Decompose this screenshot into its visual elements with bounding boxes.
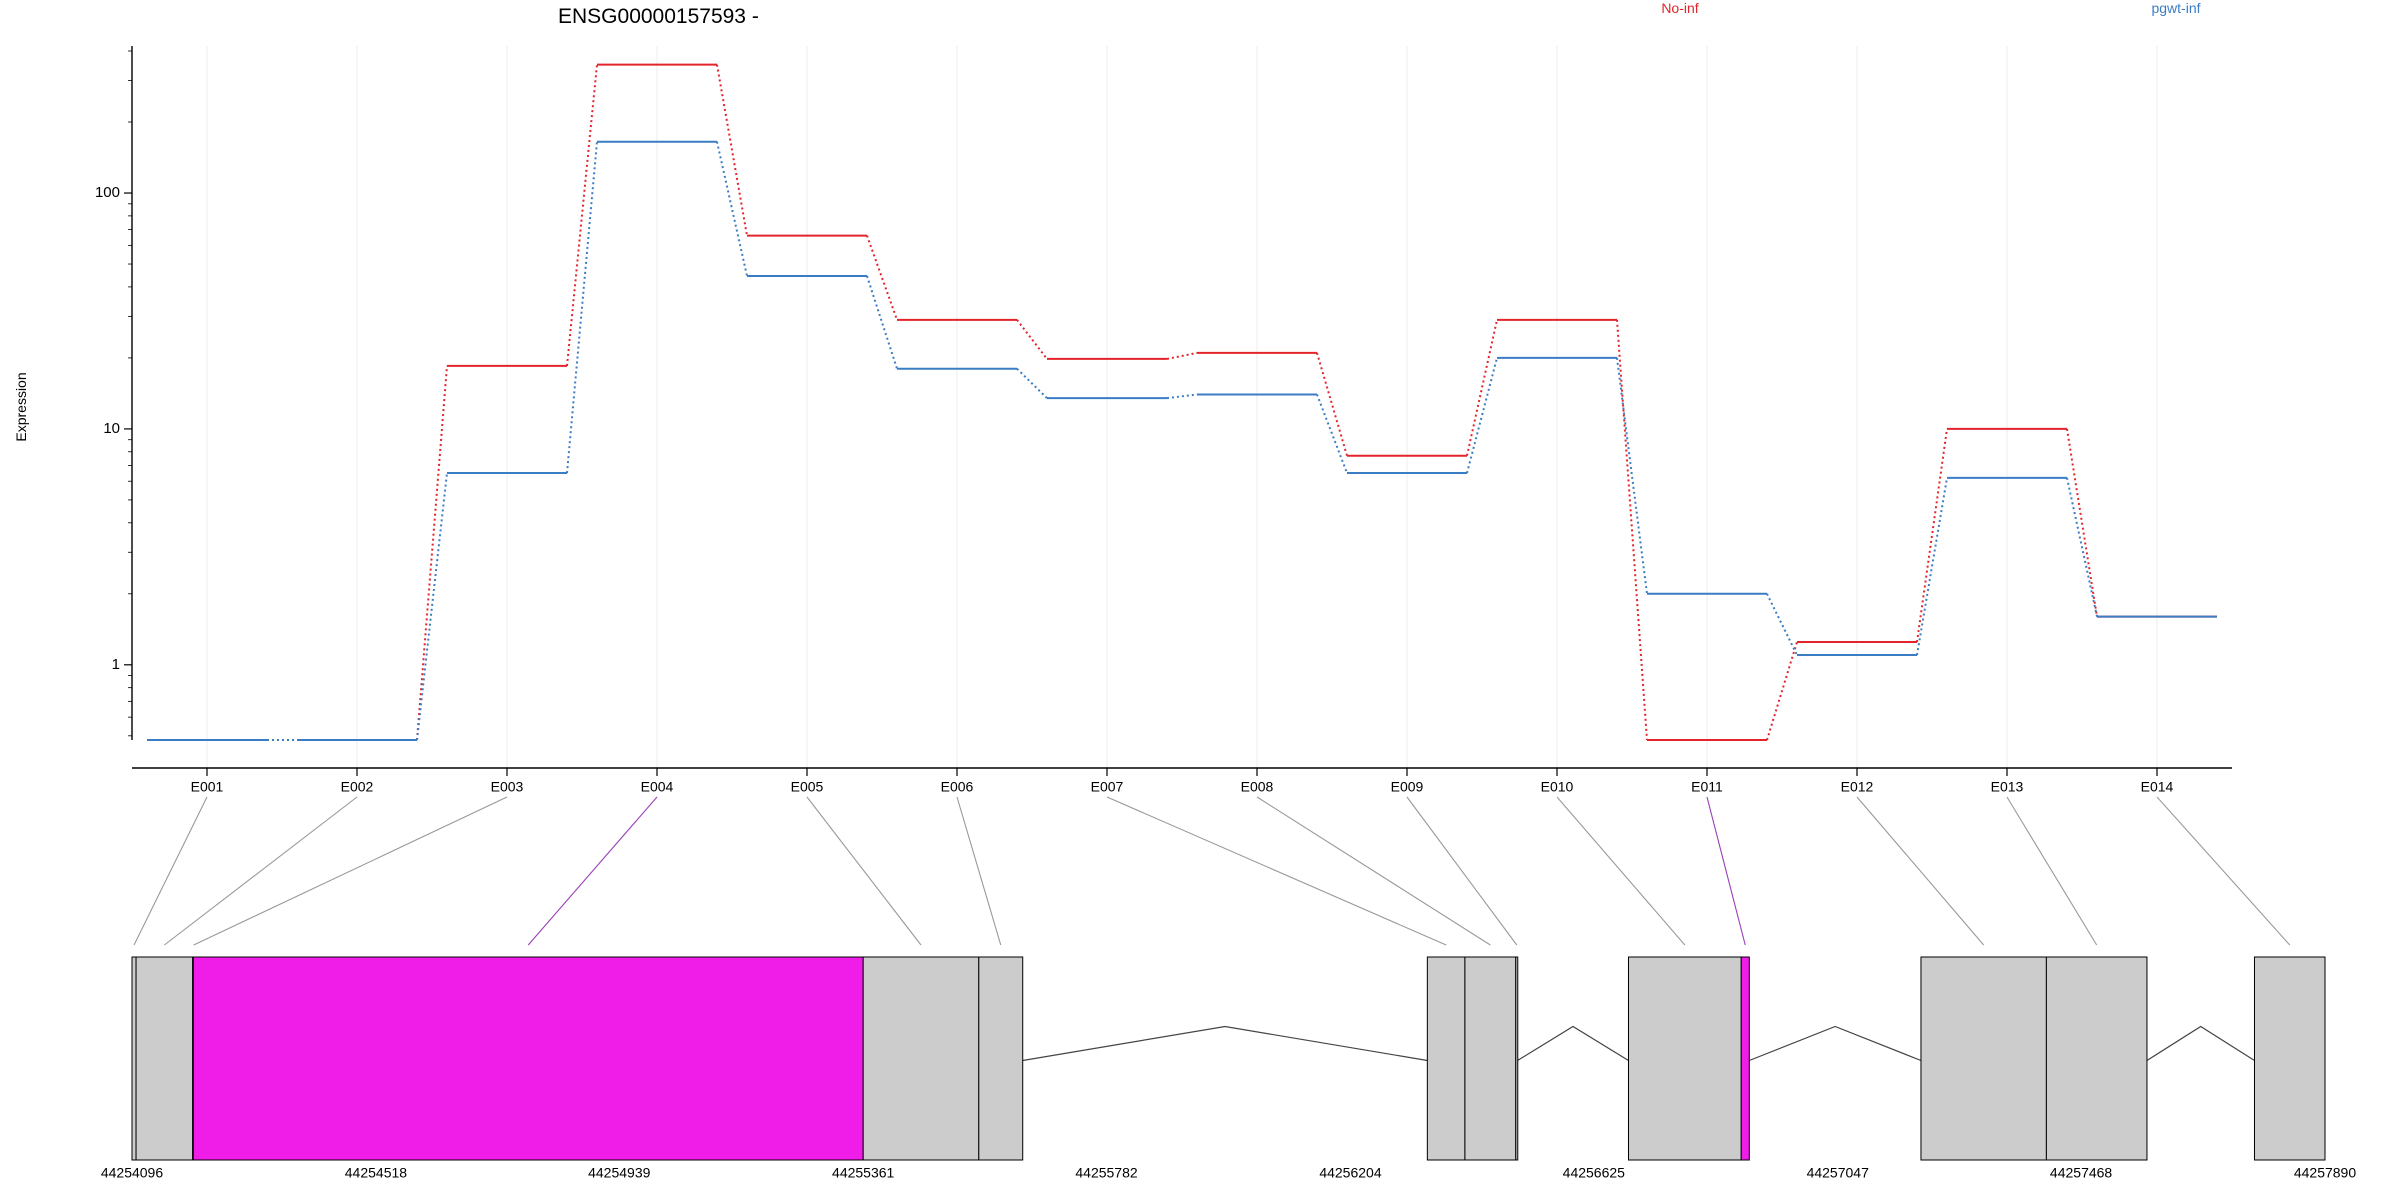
coordinate-label-44256625: 44256625 [1563, 1165, 1626, 1181]
series-no-inf-transition-2 [416, 365, 448, 741]
gene-model-track [131, 956, 2326, 1161]
series-no-inf-transition-4 [716, 64, 748, 236]
x-tick-label-e013: E013 [1991, 779, 2024, 795]
series-pgwt-inf-transition-8 [1316, 394, 1348, 474]
y-axis: 1 10 100 [95, 46, 133, 740]
y-axis-title: Expression [13, 372, 29, 441]
coordinate-label-44254096: 44254096 [101, 1165, 164, 1181]
series-no-inf-transition-10 [1616, 319, 1648, 741]
coordinate-label-44255782: 44255782 [1075, 1165, 1138, 1181]
x-tick-label-e004: E004 [641, 779, 674, 795]
series-lines [147, 63, 2217, 741]
y-tick-label-1: 1 [112, 656, 120, 673]
series-pgwt-inf-transition-5 [866, 275, 898, 370]
x-tick-label-e007: E007 [1091, 779, 1124, 795]
coordinate-label-44257890: 44257890 [2294, 1165, 2357, 1181]
connector-e003 [193, 796, 508, 946]
y-tick-label-100: 100 [95, 184, 120, 201]
series-no-inf [147, 63, 2217, 741]
exon-box-e009 [1515, 956, 1519, 1161]
x-tick-label-e010: E010 [1541, 779, 1574, 795]
coordinate-label-44254939: 44254939 [588, 1165, 651, 1181]
legend-label-no-inf: No-inf [1661, 0, 1698, 16]
exon-connector-lines [133, 796, 2291, 946]
series-no-inf-transition-3 [566, 64, 598, 366]
x-tick-label-e012: E012 [1841, 779, 1874, 795]
exon-box-e001 [131, 956, 137, 1161]
exon-box-e008 [1464, 956, 1517, 1161]
connector-e007 [1106, 796, 1447, 946]
exon-box-e002 [135, 956, 194, 1161]
connector-e004 [527, 796, 658, 946]
intron-1 [1022, 1025, 1428, 1062]
connector-e010 [1556, 796, 1686, 946]
series-pgwt-inf-transition-2 [416, 472, 448, 741]
exon-box-e005 [862, 956, 980, 1161]
legend-label-pgwt-inf: pgwt-inf [2151, 0, 2200, 16]
connector-e005 [806, 796, 922, 946]
series-pgwt-inf-transition-11 [1766, 593, 1798, 656]
x-tick-label-e014: E014 [2141, 779, 2174, 795]
coordinate-label-44254518: 44254518 [345, 1165, 408, 1181]
connector-e009 [1406, 796, 1518, 946]
series-pgwt-inf-transition-10 [1616, 357, 1648, 594]
connector-e011 [1706, 796, 1746, 946]
x-tick-label-e011: E011 [1691, 779, 1723, 795]
exon-box-e007 [1426, 956, 1466, 1161]
connector-e014 [2156, 796, 2291, 946]
exon-box-e012 [1920, 956, 2047, 1161]
intron-4 [2146, 1025, 2255, 1062]
series-no-inf-transition-12 [1916, 428, 1948, 643]
series-pgwt-inf-transition-12 [1916, 477, 1948, 656]
connector-e008 [1256, 796, 1491, 946]
vertical-gridlines [206, 46, 2158, 768]
exon-box-e014 [2253, 956, 2326, 1161]
series-pgwt-inf-transition-9 [1466, 357, 1498, 474]
series-pgwt-inf-transition-3 [566, 141, 598, 474]
exon-box-e013 [2045, 956, 2148, 1161]
series-pgwt-inf-transition-13 [2066, 477, 2098, 617]
series-no-inf-transition-9 [1466, 319, 1498, 456]
coordinate-label-44257468: 44257468 [2050, 1165, 2113, 1181]
x-tick-label-e003: E003 [491, 779, 524, 795]
series-no-inf-transition-13 [2066, 428, 2098, 617]
connector-e006 [956, 796, 1002, 946]
connector-e001 [133, 796, 208, 946]
coordinate-label-44256204: 44256204 [1319, 1165, 1382, 1181]
chart-title: ENSG00000157593 - [558, 5, 759, 28]
x-tick-label-e005: E005 [791, 779, 824, 795]
series-pgwt-inf-transition-7 [1166, 393, 1198, 400]
connector-e002 [164, 796, 358, 946]
series-pgwt-inf-transition-6 [1016, 367, 1048, 399]
series-no-inf-transition-6 [1016, 319, 1048, 360]
intron-3 [1749, 1025, 1922, 1062]
coordinate-label-44255361: 44255361 [832, 1165, 895, 1181]
exon-box-e010 [1627, 956, 1742, 1161]
x-tick-label-e008: E008 [1241, 779, 1274, 795]
x-tick-label-e002: E002 [341, 779, 374, 795]
y-tick-label-10: 10 [103, 420, 120, 437]
exon-box-e006 [978, 956, 1024, 1161]
series-no-inf-transition-7 [1166, 351, 1198, 360]
exon-box-e004 [192, 956, 864, 1161]
connector-e012 [1856, 796, 1985, 946]
series-no-inf-transition-5 [866, 235, 898, 321]
connector-e013 [2006, 796, 2098, 946]
x-axis: E001 E002 E003 E004 E005 E006 E007 E008 E009 E010… [132, 767, 2232, 795]
x-tick-label-e006: E006 [941, 779, 974, 795]
x-tick-label-e009: E009 [1391, 779, 1424, 795]
coordinate-label-44257047: 44257047 [1807, 1165, 1870, 1181]
x-tick-label-e001: E001 [191, 779, 224, 795]
exon-box-e011 [1740, 956, 1750, 1161]
genomic-coordinate-labels: 44254096 44254518 44254939 44255361 44255782… [101, 1165, 2357, 1181]
intron-2 [1517, 1025, 1629, 1062]
series-pgwt-inf [147, 140, 2217, 741]
series-no-inf-transition-11 [1766, 641, 1798, 741]
